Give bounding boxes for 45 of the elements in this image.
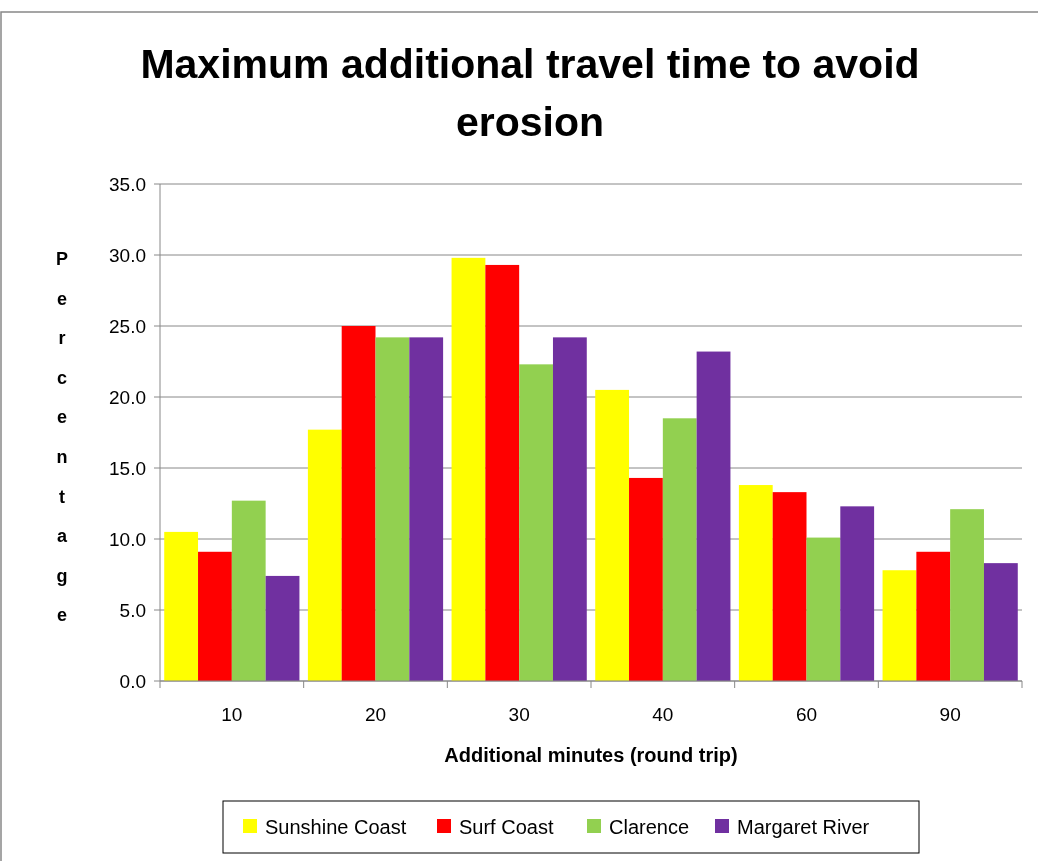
chart-title: Maximum additional travel time to avoid erosion — [140, 41, 920, 145]
bar — [772, 492, 807, 681]
x-tick-label: 10 — [221, 704, 243, 725]
bar — [806, 537, 841, 681]
y-tick-label: 30.0 — [109, 244, 146, 266]
legend-label: Surf Coast — [459, 816, 554, 838]
text: Percentage — [55, 249, 69, 626]
bar — [409, 337, 444, 681]
legend-label: Clarence — [609, 816, 690, 838]
y-tick-label: 20.0 — [109, 386, 146, 408]
bar — [738, 485, 773, 681]
bar — [485, 264, 520, 681]
bar — [451, 257, 486, 681]
bar — [164, 531, 199, 681]
bar — [662, 418, 697, 681]
y-tick-label: 5.0 — [119, 599, 146, 621]
bar — [983, 563, 1018, 681]
y-tick-label: 10.0 — [109, 528, 146, 550]
bar — [265, 575, 300, 681]
bar — [696, 351, 731, 681]
y-tick-label: 35.0 — [109, 173, 146, 195]
legend-label: Margaret River — [737, 816, 870, 838]
bar — [552, 337, 587, 681]
bar — [629, 477, 663, 681]
y-tick-label: 15.0 — [109, 457, 146, 479]
bar — [916, 551, 951, 681]
y-tick-label: 0.0 — [119, 670, 146, 692]
bar — [882, 570, 917, 681]
bar — [375, 337, 410, 681]
x-tick-label: 30 — [508, 704, 530, 725]
x-axis-title: Additional minutes (round trip) — [444, 744, 738, 766]
x-tick-label: 20 — [364, 704, 387, 725]
y-tick-label: 25.0 — [109, 315, 146, 337]
x-tick-label: 40 — [652, 704, 674, 725]
bar — [341, 326, 376, 681]
bar — [950, 509, 984, 681]
x-tick-label: 90 — [939, 704, 961, 725]
bar — [595, 389, 630, 681]
bar — [519, 364, 553, 681]
legend-label: Sunshine Coast — [265, 816, 407, 838]
bar — [231, 500, 266, 681]
bar — [840, 506, 875, 681]
x-tick-label: 60 — [795, 704, 818, 725]
bar — [307, 429, 342, 681]
bar — [198, 551, 232, 681]
